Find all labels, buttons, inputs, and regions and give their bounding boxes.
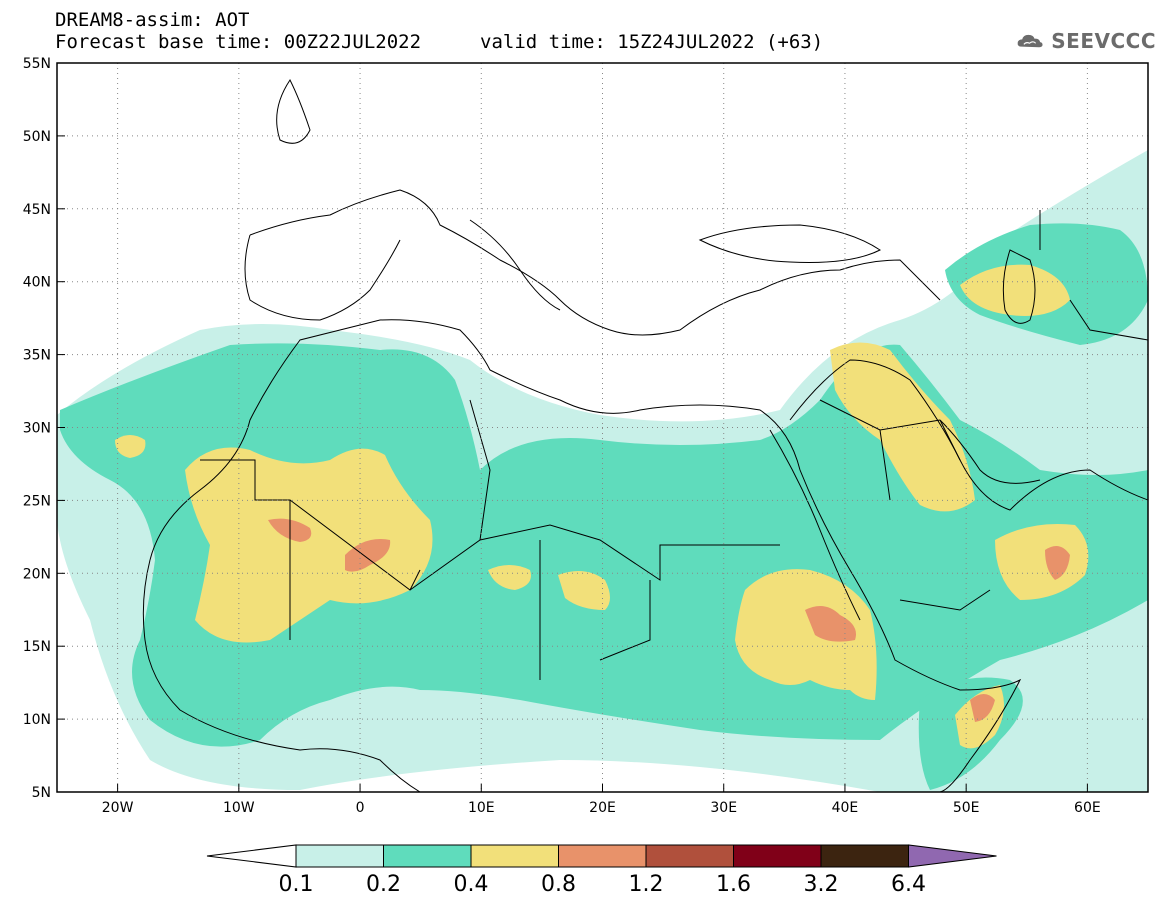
lat-tick-label: 5N — [32, 785, 51, 801]
lat-tick-label: 20N — [23, 566, 51, 582]
colorbar-swatch-2 — [470, 844, 559, 868]
map-title: DREAM8-assim: AOT — [55, 9, 250, 31]
colorbar-label: 0.8 — [541, 872, 576, 897]
cloud-icon — [1017, 34, 1043, 48]
colorbar-label: 1.6 — [716, 872, 751, 897]
colorbar-swatch-0 — [295, 844, 384, 868]
colorbar-label: 1.2 — [629, 872, 664, 897]
colorbar-label: 0.2 — [366, 872, 401, 897]
lon-tick-label: 10E — [468, 800, 495, 816]
axis-labels: 20W 10W 0 10E 20E 30E 40E 50E 60E 55N 50N 45N 40N 35N… — [23, 56, 1101, 816]
lat-tick-label: 55N — [23, 56, 51, 72]
coastlines — [142, 79, 1148, 792]
lat-tick-label: 15N — [23, 639, 51, 655]
aot-band-0.4-caspian — [960, 264, 1070, 316]
colorbar-high-arrow — [908, 844, 997, 868]
lon-tick-label: 0 — [356, 800, 365, 816]
lon-tick-label: 30E — [710, 800, 737, 816]
aot-band-0.4-west-coast — [115, 435, 146, 458]
aot-band-0.4-chad — [558, 571, 610, 610]
lon-tick-label: 50E — [953, 800, 980, 816]
lat-tick-label: 35N — [23, 348, 51, 364]
colorbar-low-arrow — [206, 844, 297, 868]
colorbar-swatch-1 — [383, 844, 472, 868]
colorbar-label: 3.2 — [804, 872, 839, 897]
aot-band-0.8-oman — [1045, 546, 1070, 580]
valid-time: valid time: 15Z24JUL2022 (+63) — [480, 31, 824, 53]
coastline-europe — [249, 189, 941, 336]
lon-tick-label: 20E — [589, 800, 616, 816]
aot-band-0.4-arabia — [995, 524, 1089, 600]
aot-band-0.4-sudan — [735, 569, 877, 700]
coastline-caspian — [1002, 249, 1036, 324]
colorbar-label: 0.1 — [279, 872, 314, 897]
aot-band-0.8-sudan — [805, 606, 856, 642]
border-lines-africa — [200, 399, 780, 680]
colorbar: 0.1 0.2 0.4 0.8 1.2 1.6 3.2 6.4 — [206, 844, 997, 897]
aot-band-0.4-sahara — [185, 447, 433, 643]
coastline-red-sea — [769, 429, 861, 621]
lat-tick-label: 30N — [23, 421, 51, 437]
lon-tick-label: 10W — [223, 800, 255, 816]
coastline-italy — [469, 219, 561, 311]
coastline-persian-gulf — [939, 419, 1041, 484]
forecast-base-time: Forecast base time: 00Z22JUL2022 — [55, 31, 422, 53]
coastline-britain — [276, 79, 311, 144]
aot-fields — [57, 150, 1148, 792]
colorbar-label: 0.4 — [454, 872, 489, 897]
lon-tick-label: 20W — [102, 800, 134, 816]
lon-tick-label: 40E — [832, 800, 859, 816]
colorbar-label: 6.4 — [891, 872, 926, 897]
coastline-iberia — [244, 234, 401, 321]
lat-tick-label: 40N — [23, 275, 51, 291]
border-lines-asia — [819, 210, 1148, 611]
colorbar-swatch-3 — [558, 844, 647, 868]
colorbar-swatch-5 — [733, 844, 822, 868]
logo-text: SEEVCCC — [1051, 29, 1156, 53]
colorbar-swatch-4 — [645, 844, 734, 868]
lat-tick-label: 50N — [23, 129, 51, 145]
aot-band-0.4-libya — [488, 565, 531, 590]
coastline-africa-west — [142, 559, 421, 792]
seevccc-logo: SEEVCCC — [1016, 24, 1156, 58]
aot-band-0.8-mali — [345, 539, 391, 572]
lat-tick-label: 25N — [23, 493, 51, 509]
aot-band-0.8-somalia — [970, 694, 995, 722]
aot-band-0.4-iraq — [830, 342, 975, 512]
lat-tick-label: 10N — [23, 712, 51, 728]
lat-tick-label: 45N — [23, 202, 51, 218]
colorbar-swatch-6 — [820, 844, 909, 868]
axis-ticks — [57, 62, 1088, 793]
lon-tick-label: 60E — [1074, 800, 1101, 816]
coastline-black-sea — [698, 224, 881, 263]
coastline-africa-north — [149, 319, 1022, 792]
